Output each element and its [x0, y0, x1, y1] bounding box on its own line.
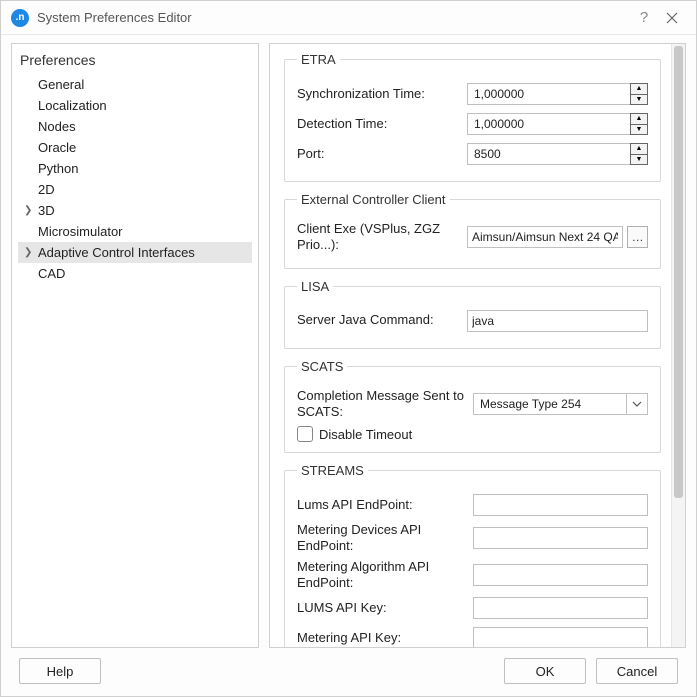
scats-legend: SCATS	[297, 359, 347, 374]
lums-key-input[interactable]	[473, 597, 648, 619]
dialog-footer: Help OK Cancel	[11, 648, 686, 686]
client-exe-label: Client Exe (VSPlus, ZGZ Prio...):	[297, 221, 467, 254]
lisa-group: LISA Server Java Command:	[284, 279, 661, 349]
metdev-ep-label: Metering Devices API EndPoint:	[297, 522, 473, 555]
metalg-ep-input[interactable]	[473, 564, 648, 586]
tree-item-2d[interactable]: 2D	[18, 179, 252, 200]
java-cmd-input[interactable]	[467, 310, 648, 332]
tree-item-localization[interactable]: Localization	[18, 95, 252, 116]
sidebar-title: Preferences	[20, 52, 250, 68]
spinner-buttons[interactable]: ▲▼	[630, 83, 648, 105]
detect-time-label: Detection Time:	[297, 116, 467, 132]
spin-up-icon[interactable]: ▲	[631, 114, 647, 125]
spin-down-icon[interactable]: ▼	[631, 95, 647, 105]
disable-timeout-label: Disable Timeout	[319, 427, 412, 442]
tree-item-general[interactable]: General	[18, 74, 252, 95]
tree-item-microsimulator[interactable]: Microsimulator	[18, 221, 252, 242]
spinner-buttons[interactable]: ▲▼	[630, 143, 648, 165]
tree-item-oracle[interactable]: Oracle	[18, 137, 252, 158]
streams-group: STREAMS Lums API EndPoint: Metering Devi…	[284, 463, 661, 647]
tree-item-python[interactable]: Python	[18, 158, 252, 179]
browse-button[interactable]: …	[627, 226, 648, 248]
tree-item-cad[interactable]: CAD	[18, 263, 252, 284]
java-cmd-label: Server Java Command:	[297, 312, 467, 328]
chevron-down-icon[interactable]	[626, 393, 648, 415]
preferences-tree: Preferences General Localization Nodes O…	[11, 43, 259, 648]
met-key-input[interactable]	[473, 627, 648, 647]
ok-button[interactable]: OK	[504, 658, 586, 684]
ecc-legend: External Controller Client	[297, 192, 450, 207]
tree-item-nodes[interactable]: Nodes	[18, 116, 252, 137]
metalg-ep-label: Metering Algorithm API EndPoint:	[297, 559, 473, 592]
sync-time-input[interactable]	[467, 83, 630, 105]
spin-up-icon[interactable]: ▲	[631, 84, 647, 95]
spin-up-icon[interactable]: ▲	[631, 144, 647, 155]
port-label: Port:	[297, 146, 467, 162]
vertical-scrollbar[interactable]	[671, 44, 685, 647]
port-input[interactable]	[467, 143, 630, 165]
client-exe-input[interactable]	[467, 226, 623, 248]
sync-time-label: Synchronization Time:	[297, 86, 467, 102]
scats-group: SCATS Completion Message Sent to SCATS:	[284, 359, 661, 454]
scats-msg-label: Completion Message Sent to SCATS:	[297, 388, 473, 421]
detect-time-spinner[interactable]: ▲▼	[467, 113, 648, 135]
etra-legend: ETRA	[297, 52, 340, 67]
chevron-right-icon[interactable]: ❯	[24, 205, 38, 216]
close-icon[interactable]	[658, 4, 686, 32]
scroll-thumb[interactable]	[674, 46, 683, 498]
scats-msg-select[interactable]	[473, 393, 648, 415]
window-title: System Preferences Editor	[37, 10, 630, 25]
tree-item-adaptive-control[interactable]: ❯Adaptive Control Interfaces	[18, 242, 252, 263]
etra-group: ETRA Synchronization Time: ▲▼ De	[284, 52, 661, 182]
lums-ep-label: Lums API EndPoint:	[297, 497, 473, 513]
spinner-buttons[interactable]: ▲▼	[630, 113, 648, 135]
dialog-window: .n System Preferences Editor ? Preferenc…	[0, 0, 697, 697]
content-panel: ETRA Synchronization Time: ▲▼ De	[269, 43, 686, 648]
disable-timeout-checkbox[interactable]	[297, 426, 313, 442]
lums-ep-input[interactable]	[473, 494, 648, 516]
detect-time-input[interactable]	[467, 113, 630, 135]
help-button[interactable]: Help	[19, 658, 101, 684]
port-spinner[interactable]: ▲▼	[467, 143, 648, 165]
lums-key-label: LUMS API Key:	[297, 600, 473, 616]
spin-down-icon[interactable]: ▼	[631, 125, 647, 135]
tree-item-3d[interactable]: ❯3D	[18, 200, 252, 221]
sync-time-spinner[interactable]: ▲▼	[467, 83, 648, 105]
ecc-group: External Controller Client Client Exe (V…	[284, 192, 661, 269]
spin-down-icon[interactable]: ▼	[631, 155, 647, 165]
scats-msg-value[interactable]	[473, 393, 626, 415]
title-bar: .n System Preferences Editor ?	[1, 1, 696, 35]
met-key-label: Metering API Key:	[297, 630, 473, 646]
lisa-legend: LISA	[297, 279, 333, 294]
chevron-right-icon[interactable]: ❯	[24, 247, 38, 258]
metdev-ep-input[interactable]	[473, 527, 648, 549]
streams-legend: STREAMS	[297, 463, 368, 478]
cancel-button[interactable]: Cancel	[596, 658, 678, 684]
help-icon[interactable]: ?	[630, 4, 658, 32]
app-icon: .n	[11, 9, 29, 27]
